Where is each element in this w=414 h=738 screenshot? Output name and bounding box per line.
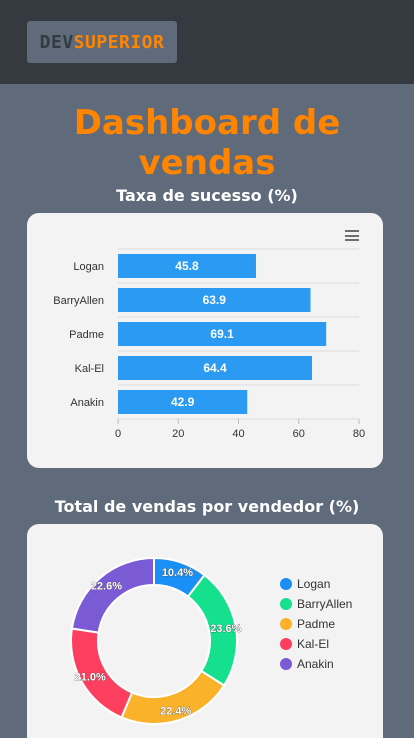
donut-chart-title: Total de vendas por vendedor (%): [54, 497, 360, 516]
logo-dev-text: DEV: [39, 31, 74, 53]
legend-marker: [280, 658, 292, 670]
bar-category-label: Anakin: [70, 397, 104, 409]
logo-superior-text: SUPERIOR: [73, 31, 165, 53]
x-tick-label: 40: [232, 428, 244, 440]
bar-data-label: 45.8: [175, 259, 199, 273]
bar-data-label: 64.4: [203, 361, 227, 375]
donut-data-label: 22.6%: [91, 581, 122, 593]
donut-data-label: 21.0%: [75, 672, 106, 684]
bar-anakin[interactable]: [118, 390, 248, 414]
page-title: Dashboard de vendas: [73, 103, 341, 183]
donut-data-label: 22.4%: [160, 706, 191, 718]
legend-item-padme[interactable]: Padme: [297, 617, 335, 631]
x-tick-label: 0: [115, 428, 121, 440]
donut-chart: 10.4% 23.6% 22.4% 21.0% 22.6% Logan BarryAllen…: [70, 556, 352, 725]
bar-data-label: 42.9: [171, 395, 195, 409]
donut-slice-anakin[interactable]: [70, 556, 155, 634]
bar-chart: Logan 45.8 BarryAllen 63.9 Padme 69.1 Kal-El 64…: [53, 248, 365, 440]
bar-category-label: Kal-El: [75, 363, 104, 375]
bar-chart-card: Logan 45.8 BarryAllen 63.9 Padme 69.1 Kal-El 64…: [27, 213, 383, 468]
bar-kal-el[interactable]: [118, 356, 313, 380]
bar-barryallen[interactable]: [118, 288, 311, 312]
bar-category-label: BarryAllen: [53, 295, 104, 307]
donut-data-label: 10.4%: [162, 567, 193, 579]
legend-marker: [280, 578, 292, 590]
hamburger-menu-icon[interactable]: [345, 230, 359, 241]
bar-category-label: Padme: [69, 329, 104, 341]
legend-marker: [280, 598, 292, 610]
legend-item-barryallen[interactable]: BarryAllen: [297, 597, 352, 611]
legend-item-kal-el[interactable]: Kal-El: [297, 637, 329, 651]
legend-item-anakin[interactable]: Anakin: [297, 657, 334, 671]
bar-chart-title: Taxa de sucesso (%): [116, 186, 298, 205]
bar-category-label: Logan: [73, 261, 104, 273]
top-navbar: DEV SUPERIOR: [0, 0, 414, 84]
devsuperior-logo[interactable]: DEV SUPERIOR: [27, 21, 177, 63]
legend-item-logan[interactable]: Logan: [297, 577, 330, 591]
x-tick-label: 80: [353, 428, 365, 440]
legend-marker: [280, 638, 292, 650]
bar-data-label: 63.9: [203, 293, 227, 307]
x-tick-label: 20: [172, 428, 184, 440]
donut-chart-card: 10.4% 23.6% 22.4% 21.0% 22.6% Logan BarryAllen…: [27, 524, 383, 738]
bar-data-label: 69.1: [210, 327, 234, 341]
bar-logan[interactable]: [118, 254, 256, 278]
x-tick-label: 60: [293, 428, 305, 440]
donut-data-label: 23.6%: [210, 623, 241, 635]
legend-marker: [280, 618, 292, 630]
bar-padme[interactable]: [118, 322, 327, 346]
